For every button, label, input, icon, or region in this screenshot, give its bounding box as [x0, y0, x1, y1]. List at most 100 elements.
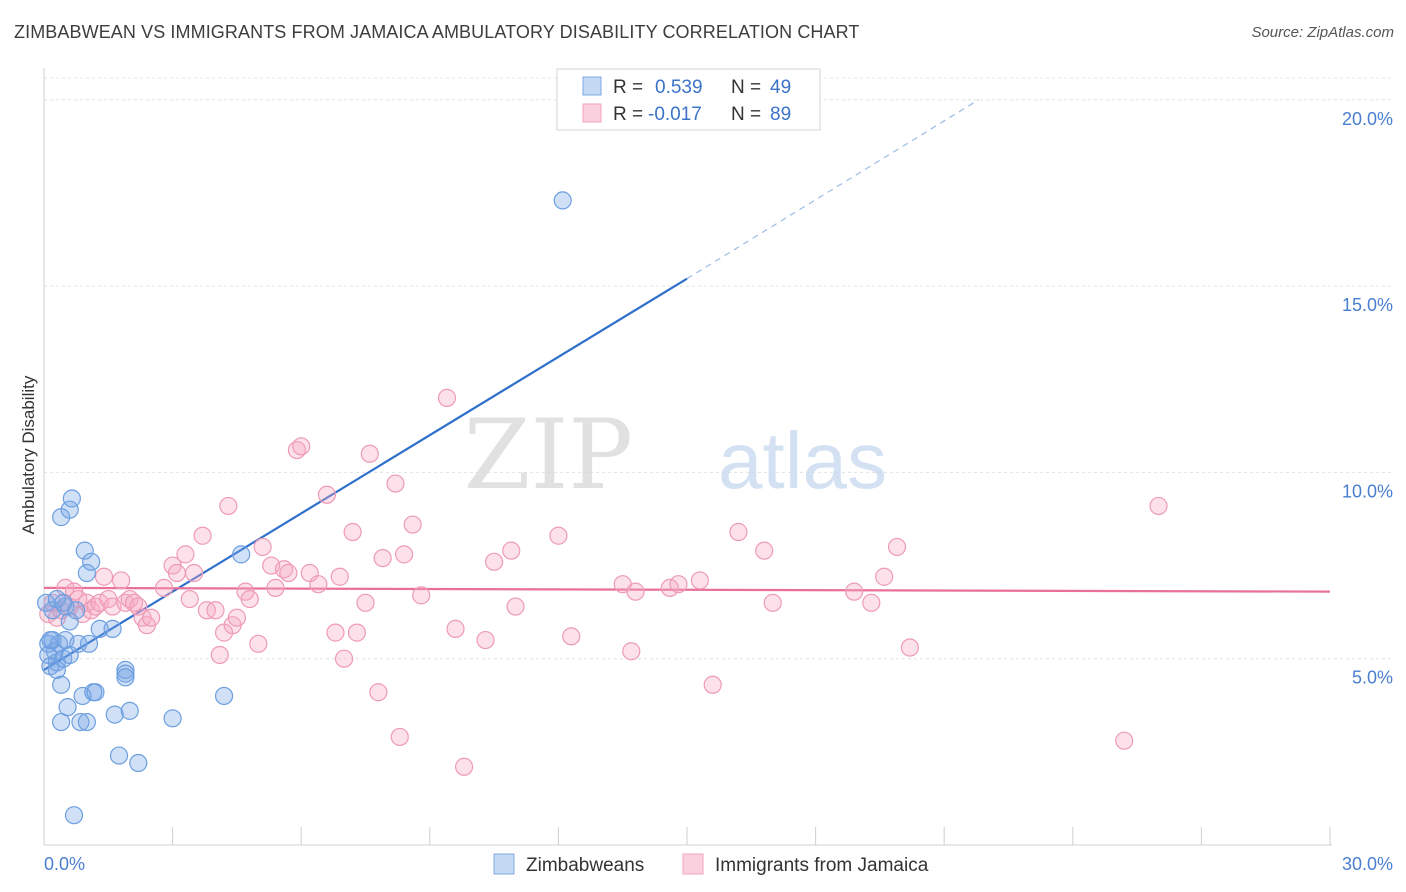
point-jamaica-82: [755, 541, 774, 560]
point-jamaica-89: [1115, 731, 1134, 750]
point-jamaica-33: [210, 645, 229, 665]
point-jamaica-81: [729, 522, 748, 542]
point-jamaica-55: [347, 623, 367, 642]
point-zimbabweans-35: [105, 705, 124, 724]
point-zimbabweans-34: [103, 619, 122, 638]
point-jamaica-58: [369, 683, 388, 702]
x-tick-label-1: 30.0%: [1342, 854, 1393, 874]
point-jamaica-41: [253, 537, 272, 557]
point-jamaica-80: [703, 675, 722, 694]
point-jamaica-86: [875, 567, 894, 586]
point-zimbabweans-17: [60, 612, 79, 631]
trend-lines: [43, 99, 1331, 671]
point-jamaica-32: [206, 601, 225, 620]
point-zimbabweans-28: [77, 563, 96, 583]
point-zimbabweans-29: [79, 634, 99, 653]
point-jamaica-61: [390, 727, 409, 747]
point-jamaica-71: [506, 597, 525, 616]
legend-r-label-blue: R =: [613, 77, 643, 98]
point-zimbabweans-21: [64, 806, 84, 825]
grid: [44, 77, 1392, 660]
point-jamaica-63: [403, 515, 422, 534]
point-jamaica-57: [360, 444, 379, 463]
point-jamaica-60: [386, 474, 405, 493]
point-jamaica-52: [330, 567, 349, 586]
point-jamaica-30: [193, 526, 212, 545]
point-jamaica-23: [142, 608, 161, 627]
point-jamaica-79: [690, 571, 709, 590]
bottom-legend: Zimbabweans Immigrants from Jamaica: [493, 853, 929, 876]
point-jamaica-87: [887, 537, 907, 557]
point-jamaica-88: [900, 638, 920, 657]
point-jamaica-54: [343, 522, 362, 542]
point-jamaica-75: [622, 642, 641, 661]
point-jamaica-49: [309, 575, 328, 594]
point-zimbabweans-33: [90, 619, 109, 638]
point-zimbabweans-48: [54, 593, 73, 612]
chart-title: ZIMBABWEAN VS IMMIGRANTS FROM JAMAICA AM…: [14, 22, 860, 42]
y-tick-label-2: 15.0%: [1342, 295, 1393, 315]
legend-n-label-pink: N =: [731, 104, 761, 125]
point-jamaica-59: [373, 549, 392, 568]
point-zimbabweans-45: [553, 191, 572, 210]
bottom-legend-swatch-pink: [682, 853, 704, 875]
point-jamaica-78: [669, 575, 688, 594]
point-zimbabweans-39: [116, 668, 135, 687]
point-jamaica-28: [180, 589, 199, 609]
point-jamaica-56: [356, 593, 375, 612]
bottom-legend-label-blue: Zimbabweans: [526, 855, 644, 876]
point-zimbabweans-26: [75, 541, 94, 560]
source-label: Source: ZipAtlas.com: [1251, 24, 1394, 41]
point-jamaica-26: [167, 563, 186, 583]
point-zimbabweans-24: [71, 712, 90, 732]
legend-n-label-blue: N =: [731, 77, 761, 98]
point-zimbabweans-23: [69, 634, 88, 653]
point-jamaica-16: [112, 571, 131, 590]
point-jamaica-45: [279, 563, 298, 583]
axes: [43, 68, 1332, 846]
point-jamaica-67: [454, 757, 474, 776]
point-jamaica-72: [549, 526, 568, 545]
point-jamaica-84: [845, 582, 864, 601]
legend-r-value-pink: -0.017: [648, 104, 702, 125]
point-jamaica-50: [317, 485, 337, 504]
point-jamaica-85: [862, 593, 881, 612]
trend-line-zimbabweans-extended: [686, 99, 979, 280]
point-jamaica-90: [1149, 496, 1168, 516]
legend: R = 0.539 N = 49 R = -0.017 N = 89: [556, 68, 821, 131]
y-tick-label-3: 20.0%: [1342, 109, 1393, 129]
legend-r-label-pink: R =: [613, 104, 643, 125]
point-zimbabweans-42: [163, 709, 182, 728]
y-tick-label-1: 10.0%: [1342, 481, 1393, 501]
y-tick-labels: 5.0% 10.0% 15.0% 20.0%: [1342, 109, 1393, 688]
point-jamaica-70: [502, 541, 521, 560]
point-jamaica-35: [219, 496, 238, 516]
point-jamaica-83: [763, 593, 782, 612]
point-jamaica-20: [129, 597, 148, 616]
watermark-zip: ZIP: [464, 399, 633, 511]
point-zimbabweans-19: [60, 500, 79, 519]
point-jamaica-13: [94, 567, 114, 586]
point-jamaica-69: [485, 552, 504, 571]
legend-swatch-pink: [582, 103, 602, 123]
legend-n-value-pink: 89: [770, 104, 791, 125]
trend-line-zimbabweans: [43, 277, 688, 671]
point-zimbabweans-32: [86, 683, 105, 702]
point-jamaica-40: [249, 634, 268, 653]
y-tick-label-0: 5.0%: [1352, 668, 1393, 688]
point-zimbabweans-16: [58, 698, 77, 717]
point-jamaica-39: [240, 589, 259, 609]
point-zimbabweans-36: [109, 746, 129, 765]
point-jamaica-43: [266, 578, 285, 598]
point-zimbabweans-44: [232, 545, 251, 564]
point-zimbabweans-40: [120, 701, 139, 720]
x-tick-label-0: 0.0%: [44, 854, 85, 874]
watermark-atlas: atlas: [718, 416, 887, 505]
point-zimbabweans-41: [129, 753, 148, 773]
point-jamaica-24: [154, 578, 174, 598]
point-zimbabweans-43: [214, 686, 234, 706]
point-zimbabweans-46: [41, 630, 60, 650]
point-jamaica-68: [476, 630, 495, 650]
data-points: [37, 191, 1168, 825]
